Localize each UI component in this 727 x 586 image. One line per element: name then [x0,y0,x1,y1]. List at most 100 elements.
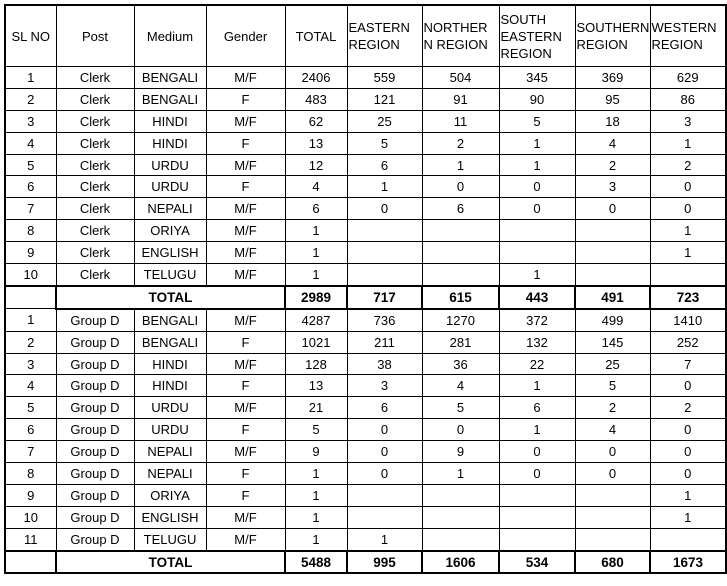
cell-northern: 281 [421,330,500,354]
table-row: 11 Group D TELUGU M/F 1 1 [4,527,727,552]
cell-sl-no: 5 [4,396,57,420]
table-row: 9 Group D ORIYA F 1 1 [4,483,727,507]
cell-total: 1 [284,527,348,552]
blank-cell [5,284,57,309]
table-row: 4 Group D HINDI F 13 3 4 1 5 0 [4,374,727,398]
cell-post: Clerk [55,109,135,133]
total-south-eastern: 443 [498,284,576,310]
cell-gender: M/F [205,440,286,464]
cell-sl-no: 3 [4,352,57,376]
cell-post: Clerk [55,263,135,287]
cell-medium: TELUGU [133,263,207,287]
cell-sl-no: 6 [4,418,57,442]
cell-total: 1 [284,483,348,507]
cell-total: 21 [284,396,348,420]
cell-gender: M/F [205,308,286,332]
cell-total: 483 [284,87,348,111]
cell-western: 1 [649,483,727,507]
cell-eastern [346,241,423,265]
cell-south-eastern [498,483,576,507]
cell-southern [574,505,651,529]
header-south-eastern: SOUTH EASTERN REGION [498,4,576,67]
cell-post: Clerk [55,241,135,265]
cell-western: 2 [649,153,727,177]
cell-gender: M/F [205,527,286,552]
cell-south-eastern [498,505,576,529]
cell-eastern: 0 [346,462,423,485]
cell-eastern [346,263,423,287]
cell-gender: M/F [205,66,286,89]
cell-sl-no: 2 [4,330,57,354]
cell-total: 13 [284,374,348,398]
cell-eastern: 5 [346,131,423,155]
cell-post: Clerk [55,219,135,243]
cell-northern: 1 [421,153,500,177]
cell-northern: 504 [421,66,500,89]
cell-southern: 4 [574,418,651,442]
cell-total: 4 [284,175,348,199]
cell-sl-no: 8 [4,219,57,243]
header-total: TOTAL [284,4,348,67]
cell-post: Group D [55,418,135,442]
cell-western: 0 [649,462,727,485]
cell-eastern: 1 [346,527,423,552]
cell-gender: M/F [205,153,286,177]
table-row: 10 Clerk TELUGU M/F 1 1 [4,263,727,287]
cell-gender: M/F [205,263,286,287]
cell-medium: HINDI [133,374,207,398]
vacancy-table: SL NO Post Medium Gender TOTAL EASTERN REGION… [4,4,727,575]
table-row: 1 Clerk BENGALI M/F 2406 559 504 345 369 629 [4,66,727,89]
cell-medium: HINDI [133,131,207,155]
total-northern: 1606 [421,549,500,575]
header-sl-no: SL NO [4,4,57,67]
cell-south-eastern: 5 [498,109,576,133]
cell-western: 0 [649,374,727,398]
cell-south-eastern: 132 [498,330,576,354]
cell-gender: M/F [205,396,286,420]
table-row: 2 Group D BENGALI F 1021 211 281 132 145 252 [4,330,727,354]
cell-northern [421,241,500,265]
cell-medium: BENGALI [133,308,207,332]
header-gender: Gender [205,4,286,67]
cell-northern [421,505,500,529]
cell-sl-no: 3 [4,109,57,133]
cell-total: 4287 [284,308,348,332]
total-southern: 491 [574,284,651,310]
cell-medium: TELUGU [133,527,207,552]
cell-southern: 18 [574,109,651,133]
cell-post: Group D [55,462,135,485]
total-label: TOTAL [55,284,286,310]
cell-sl-no: 4 [4,374,57,398]
cell-sl-no: 2 [4,87,57,111]
table-row: 6 Group D URDU F 5 0 0 1 4 0 [4,418,727,442]
cell-total: 1 [284,505,348,529]
cell-total: 12 [284,153,348,177]
cell-total: 5 [284,418,348,442]
cell-gender: F [205,483,286,507]
cell-gender: F [205,87,286,111]
table-row: 7 Group D NEPALI M/F 9 0 9 0 0 0 [4,440,727,464]
cell-sl-no: 11 [4,527,57,552]
cell-western: 0 [649,418,727,442]
cell-gender: M/F [205,352,286,376]
cell-south-eastern: 1 [498,374,576,398]
cell-eastern: 25 [346,109,423,133]
cell-western [649,263,727,287]
cell-south-eastern [498,219,576,243]
cell-eastern [346,505,423,529]
cell-south-eastern: 1 [498,263,576,287]
cell-eastern: 6 [346,153,423,177]
cell-western: 1410 [649,308,727,332]
cell-eastern: 0 [346,440,423,464]
cell-gender: M/F [205,109,286,133]
table-row: 5 Clerk URDU M/F 12 6 1 1 2 2 [4,153,727,177]
header-post: Post [55,4,135,67]
cell-eastern: 211 [346,330,423,354]
cell-southern: 499 [574,308,651,332]
cell-total: 9 [284,440,348,464]
cell-post: Group D [55,352,135,376]
cell-western: 2 [649,396,727,420]
cell-eastern [346,219,423,243]
cell-south-eastern: 22 [498,352,576,376]
cell-post: Group D [55,440,135,464]
